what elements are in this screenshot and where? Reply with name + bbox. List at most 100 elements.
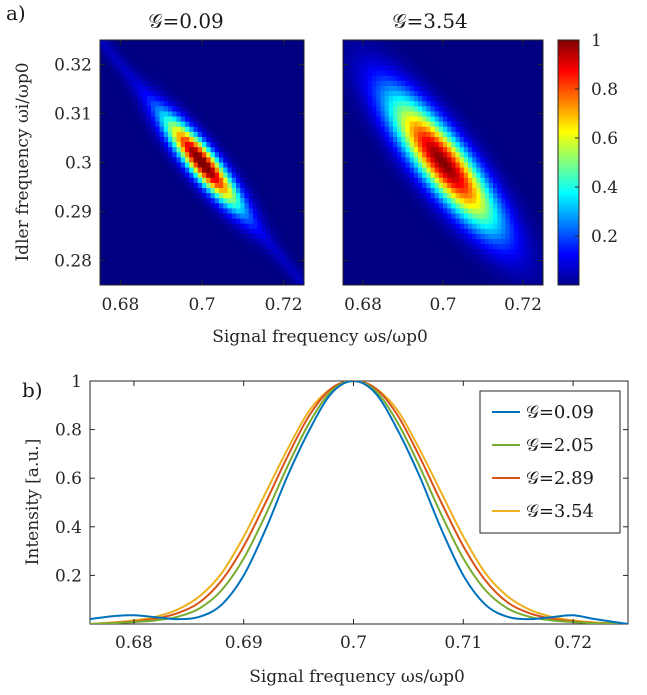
heatmap-cell — [463, 244, 469, 250]
heatmap-cell — [142, 80, 148, 87]
heatmap-cell — [248, 213, 254, 220]
heatmap-cell — [257, 70, 263, 77]
heatmap-cell — [244, 121, 250, 128]
heatmap-cell — [163, 106, 169, 113]
heatmap-cell — [261, 162, 267, 169]
heatmap-cell — [244, 116, 250, 123]
heatmap-cell — [299, 142, 304, 148]
heatmap-cell — [168, 188, 173, 194]
heatmap-cell — [430, 269, 436, 276]
heatmap-cell — [451, 249, 457, 255]
heatmap-cell — [476, 106, 482, 113]
heatmap-cell — [214, 264, 220, 271]
heatmap-cell — [189, 55, 195, 62]
heatmap-cell — [134, 162, 139, 169]
heatmap-cell — [434, 177, 440, 184]
heatmap-cell — [388, 60, 394, 67]
heatmap-cell — [426, 45, 432, 51]
heatmap-cell — [202, 45, 207, 51]
heatmap-cell — [422, 203, 427, 210]
heatmap-cell — [426, 65, 432, 72]
heatmap-cell — [351, 249, 357, 255]
heatmap-cell — [447, 142, 452, 148]
heatmap-cell — [447, 188, 452, 194]
heatmap-cell — [513, 142, 519, 148]
heatmap-cell — [468, 172, 473, 179]
heatmap-cell — [278, 136, 284, 143]
heatmap-cell — [447, 203, 452, 210]
heatmap-cell — [159, 223, 165, 230]
heatmap-cell — [413, 131, 419, 138]
heatmap-cell — [214, 193, 220, 199]
heatmap-cell — [526, 50, 532, 56]
heatmap-cell — [219, 259, 224, 266]
heatmap-cell — [108, 269, 114, 276]
heatmap-cell — [189, 80, 195, 87]
heatmap-cell — [104, 45, 110, 51]
heatmap-cell — [206, 111, 212, 118]
heatmap-cell — [522, 126, 527, 133]
heatmap-cell — [151, 96, 156, 102]
heatmap-cell — [451, 203, 457, 210]
heatmap-cell — [227, 45, 233, 51]
heatmap-cell — [488, 116, 494, 123]
heatmap-cell — [274, 172, 280, 179]
heatmap-cell — [121, 65, 127, 72]
heatmap-cell — [534, 55, 540, 62]
heatmap-cell — [244, 228, 250, 235]
heatmap-cell — [206, 65, 212, 72]
heatmap-cell — [104, 55, 110, 62]
heatmap-g354 — [343, 40, 543, 285]
heatmap-cell — [405, 111, 411, 118]
heatmap-cell — [368, 131, 373, 138]
heatmap-cell — [197, 218, 203, 225]
heatmap-cell — [355, 116, 361, 123]
heatmap-cell — [117, 142, 122, 148]
heatmap-cell — [172, 182, 178, 189]
heatmap-cell — [451, 50, 457, 56]
heatmap-cell — [430, 228, 436, 235]
heatmap-cell — [299, 136, 304, 143]
heatmap-cell — [347, 65, 352, 72]
heatmap-cell — [291, 274, 297, 281]
heatmap-cell — [261, 85, 267, 92]
heatmap-cell — [409, 157, 415, 164]
heatmap-cell — [493, 70, 498, 77]
heatmap-cell — [138, 85, 144, 92]
heatmap-cell — [236, 198, 241, 204]
heatmap-cell — [343, 177, 348, 184]
heatmap-cell — [125, 172, 131, 179]
heatmap-cell — [189, 188, 195, 194]
heatmap-cell — [422, 177, 427, 184]
heatmap-cell — [193, 264, 199, 271]
heatmap-cell — [351, 259, 357, 266]
heatmap-cell — [146, 162, 152, 169]
heatmap-cell — [493, 152, 498, 158]
heatmap-cell — [257, 91, 263, 97]
heatmap-cell — [530, 218, 536, 225]
heatmap-cell — [409, 259, 415, 266]
heatmap-cell — [501, 177, 507, 184]
heatmap-cell — [146, 198, 152, 204]
heatmap-cell — [497, 55, 502, 62]
heatmap-cell — [253, 223, 258, 230]
heatmap-cell — [240, 177, 246, 184]
heatmap-cell — [430, 106, 436, 113]
heatmap-cell — [108, 121, 114, 128]
heatmap-cell — [185, 213, 190, 220]
heatmap-cell — [108, 45, 114, 51]
heatmap-cell — [363, 65, 369, 72]
heatmap-cell — [261, 60, 267, 67]
heatmap-cell — [112, 269, 118, 276]
heatmap-cell — [413, 91, 419, 97]
heatmap-cell — [214, 167, 220, 174]
heatmap-cell — [384, 50, 390, 56]
heatmap-cell — [257, 264, 263, 271]
heatmap-cell — [176, 198, 182, 204]
heatmap-cell — [393, 167, 398, 174]
heatmap-cell — [159, 188, 165, 194]
heatmap-cell — [480, 193, 486, 199]
heatmap-cell — [468, 177, 473, 184]
heatmap-cell — [501, 60, 507, 67]
heatmap-cell — [384, 80, 390, 87]
